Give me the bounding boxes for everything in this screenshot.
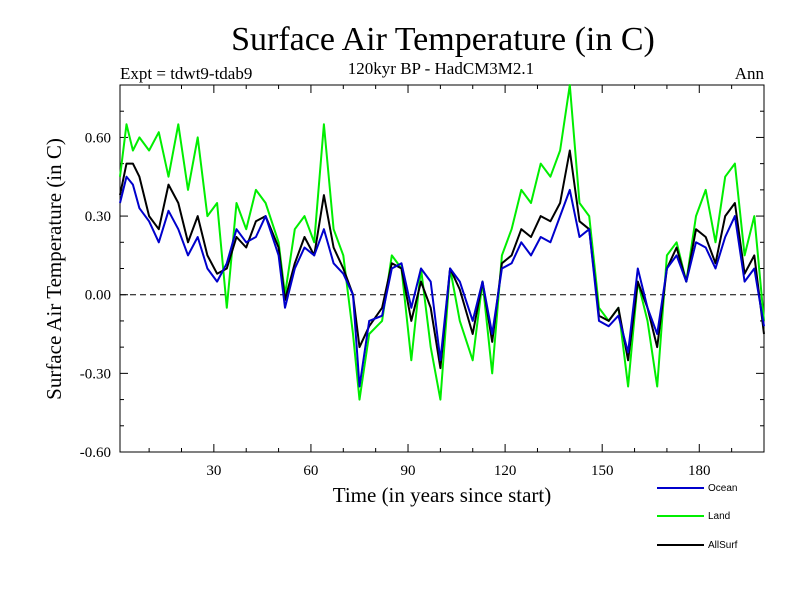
x-tick-label: 180 xyxy=(688,463,711,479)
period-label: Ann xyxy=(735,64,765,83)
x-tick-labels: 30 60 90 120 150 180 xyxy=(206,463,710,479)
series-line-ocean xyxy=(119,175,765,388)
y-tick-label: 0.00 xyxy=(85,288,111,304)
experiment-label: Expt = tdwt9-tdab9 xyxy=(120,64,252,83)
y-tick-label: 0.30 xyxy=(85,209,111,225)
x-tick-label: 60 xyxy=(303,463,318,479)
x-tick-label: 150 xyxy=(591,463,614,479)
y-tick-label: -0.60 xyxy=(80,445,111,461)
legend: Ocean Land AllSurf xyxy=(657,483,738,551)
legend-label-allsurf: AllSurf xyxy=(708,540,738,551)
x-axis-label: Time (in years since start) xyxy=(333,483,552,507)
y-tick-label: 0.60 xyxy=(85,130,111,146)
x-tick-label: 90 xyxy=(401,463,416,479)
x-tick-label: 30 xyxy=(206,463,221,479)
series-layer xyxy=(119,84,765,401)
x-tick-label: 120 xyxy=(494,463,517,479)
y-axis-label: Surface Air Temperature (in C) xyxy=(42,138,66,400)
axis-ticks xyxy=(120,84,764,453)
y-tick-label: -0.30 xyxy=(80,366,111,382)
y-tick-labels: -0.60 -0.30 0.00 0.30 0.60 xyxy=(80,130,111,461)
chart-subtitle: 120kyr BP - HadCM3M2.1 xyxy=(348,59,534,78)
series-line-allsurf xyxy=(119,149,765,370)
chart-title: Surface Air Temperature (in C) xyxy=(231,21,655,58)
legend-label-land: Land xyxy=(708,511,730,522)
legend-label-ocean: Ocean xyxy=(708,483,737,494)
series-line-land xyxy=(119,84,765,401)
